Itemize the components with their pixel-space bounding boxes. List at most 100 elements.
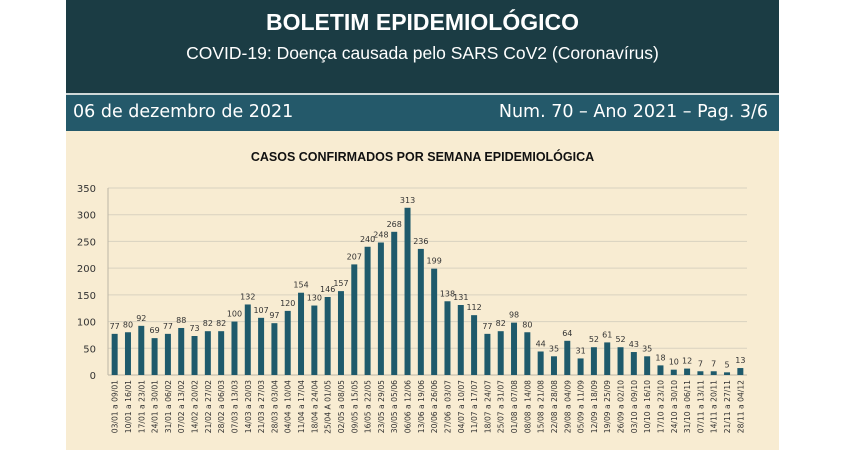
x-tick-label: 13/06 a 19/06 [417,380,426,433]
bar [670,369,677,375]
x-tick-label: 22/08 a 28/08 [550,380,559,433]
x-tick-label: 02/05 a 08/05 [337,380,346,433]
x-tick-label: 11/07 a 17/07 [470,380,479,433]
bar [457,305,464,375]
data-label: 18 [655,353,665,362]
data-label: 13 [735,356,745,365]
bar [377,242,384,375]
data-label: 132 [240,292,255,301]
x-tick-label: 17/10 a 23/10 [656,380,665,433]
y-tick-label: 0 [90,371,96,382]
data-label: 31 [576,346,586,355]
data-label: 7 [711,359,716,368]
bar [151,338,158,375]
x-tick-label: 18/04 a 24/04 [310,380,319,433]
x-tick-label: 26/09 a 02/10 [617,380,626,433]
bar [590,347,597,375]
x-tick-label: 21/03 a 27/03 [257,380,266,433]
data-label: 10 [669,358,679,367]
x-tick-label: 12/09 a 18/09 [590,380,599,433]
data-label: 52 [615,335,625,344]
y-tick-label: 350 [77,184,96,195]
x-tick-label: 04/04 a 10/04 [284,380,293,433]
data-label: 77 [110,322,120,331]
data-label: 88 [176,316,186,325]
info-bar: 06 de dezembro de 2021 Num. 70 – Ano 202… [66,95,779,131]
x-tick-label: 04/07 a 10/07 [457,380,466,433]
x-tick-label: 19/09 a 25/09 [603,380,612,433]
bar [697,371,704,375]
x-tick-label: 03/01 a 09/01 [111,380,120,433]
bar [298,292,305,375]
x-tick-label: 16/05 a 22/05 [364,380,373,433]
x-tick-label: 10/01 a 16/01 [124,380,133,433]
data-label: 7 [698,359,703,368]
bar [684,368,691,375]
bar [644,356,651,375]
data-label: 248 [373,230,388,239]
data-label: 5 [724,360,729,369]
data-label: 313 [400,196,415,205]
bar [417,248,424,375]
data-label: 77 [482,322,492,331]
x-tick-label: 14/03 a 20/03 [244,380,253,433]
bar [471,315,478,375]
x-tick-label: 07/11 a 13/11 [696,380,705,433]
header-divider [66,93,779,95]
bar [710,371,717,375]
x-tick-label: 28/02 a 06/03 [217,380,226,433]
x-tick-label: 08/08 a 14/08 [523,380,532,433]
x-tick-label: 31/10 a 06/11 [683,380,692,433]
bulletin-header: BOLETIM EPIDEMIOLÓGICO COVID-19: Doença … [66,0,779,93]
x-tick-label: 24/10 a 30/10 [670,380,679,433]
data-label: 146 [320,285,335,294]
chart-title: CASOS CONFIRMADOS POR SEMANA EPIDEMIOLÓG… [250,150,595,164]
bar [258,317,265,375]
bulletin-page: BOLETIM EPIDEMIOLÓGICO COVID-19: Doença … [66,0,779,450]
bar [724,372,731,375]
y-tick-label: 300 [77,211,96,222]
bar [324,296,331,375]
data-label: 44 [536,339,546,348]
data-label: 80 [123,320,133,329]
bar [364,246,371,375]
bar [444,301,451,375]
data-label: 207 [347,252,362,261]
x-tick-label: 27/06 a 03/07 [443,380,452,433]
bar [271,323,278,375]
x-tick-label: 09/05 a 15/05 [350,380,359,433]
bar [511,322,518,375]
bar [218,331,225,375]
bar [550,356,557,375]
data-label: 240 [360,235,375,244]
x-tick-label: 28/11 a 04/12 [736,380,745,433]
x-tick-label: 24/01 a 30/01 [151,380,160,433]
data-label: 100 [227,310,242,319]
data-label: 199 [427,257,442,266]
bar [524,332,531,375]
data-label: 92 [136,314,146,323]
x-tick-label: 20/06 a 26/06 [430,380,439,433]
bar [244,304,251,375]
bar [204,331,211,375]
y-tick-label: 100 [77,318,96,329]
data-label: 157 [333,279,348,288]
x-tick-label: 05/09 a 11/09 [577,380,586,433]
data-label: 52 [589,335,599,344]
x-tick-label: 07/02 a 13/02 [177,380,186,433]
data-label: 107 [253,306,268,315]
data-label: 97 [269,311,279,320]
x-tick-label: 28/03 a 03/04 [270,380,279,433]
data-label: 35 [549,344,559,353]
bar [604,342,611,375]
x-tick-label: 30/05 a 05/06 [390,380,399,433]
bar [111,333,118,375]
data-label: 82 [216,319,226,328]
x-tick-label: 31/01 a 06/02 [164,380,173,433]
data-label: 80 [522,320,532,329]
data-label: 35 [642,344,652,353]
bulletin-subtitle: COVID-19: Doença causada pelo SARS CoV2 … [186,43,659,63]
bulletin-date: 06 de dezembro de 2021 [73,102,294,122]
x-tick-label: 21/11 a 27/11 [723,380,732,433]
x-tick-label: 29/08 a 04/09 [563,380,572,433]
